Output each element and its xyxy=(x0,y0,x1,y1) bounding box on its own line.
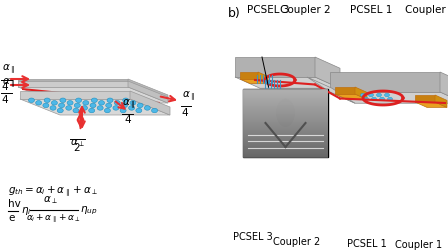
Text: Coupler 1: Coupler 1 xyxy=(395,240,442,250)
Polygon shape xyxy=(235,57,315,77)
Polygon shape xyxy=(415,102,447,107)
Polygon shape xyxy=(258,72,268,83)
Text: Coupler 2: Coupler 2 xyxy=(280,5,331,15)
Ellipse shape xyxy=(363,97,369,101)
Text: $g_{th} = \alpha_i + \alpha_\parallel + \alpha_\perp$: $g_{th} = \alpha_i + \alpha_\parallel + … xyxy=(8,184,98,200)
Polygon shape xyxy=(22,88,160,104)
Text: $\alpha_\perp$: $\alpha_\perp$ xyxy=(69,137,84,149)
Ellipse shape xyxy=(59,103,65,108)
Text: PCSEL 1: PCSEL 1 xyxy=(350,5,392,15)
Ellipse shape xyxy=(73,108,79,113)
Ellipse shape xyxy=(50,106,56,110)
Polygon shape xyxy=(440,72,448,103)
Ellipse shape xyxy=(361,93,366,97)
Ellipse shape xyxy=(114,101,120,105)
Text: $\alpha_i + \alpha_\parallel + \alpha_\perp$: $\alpha_i + \alpha_\parallel + \alpha_\p… xyxy=(26,213,82,225)
Ellipse shape xyxy=(60,98,66,103)
Ellipse shape xyxy=(369,93,374,97)
Ellipse shape xyxy=(43,103,49,108)
Ellipse shape xyxy=(376,93,382,97)
Polygon shape xyxy=(240,79,268,83)
Text: $\alpha_\perp$: $\alpha_\perp$ xyxy=(43,194,57,206)
Text: 2: 2 xyxy=(73,143,80,153)
Polygon shape xyxy=(235,77,340,88)
Ellipse shape xyxy=(120,108,126,113)
Text: $\alpha_\parallel$: $\alpha_\parallel$ xyxy=(2,77,15,91)
Ellipse shape xyxy=(276,99,294,127)
Text: PCSEL 3: PCSEL 3 xyxy=(247,5,289,15)
Ellipse shape xyxy=(57,108,63,113)
Polygon shape xyxy=(18,85,168,101)
Ellipse shape xyxy=(129,106,135,110)
Polygon shape xyxy=(435,95,447,107)
Text: 4: 4 xyxy=(125,115,131,125)
Polygon shape xyxy=(330,92,448,103)
Ellipse shape xyxy=(97,106,103,110)
Text: Coupler 2: Coupler 2 xyxy=(273,237,320,247)
Text: 4: 4 xyxy=(182,108,188,118)
Ellipse shape xyxy=(74,103,80,108)
Ellipse shape xyxy=(379,97,384,101)
Ellipse shape xyxy=(76,98,82,103)
Ellipse shape xyxy=(130,101,136,105)
Ellipse shape xyxy=(44,98,50,103)
Polygon shape xyxy=(355,87,367,99)
Text: $\eta_i$: $\eta_i$ xyxy=(21,205,31,217)
Text: 4: 4 xyxy=(2,95,9,105)
Polygon shape xyxy=(130,91,170,115)
Ellipse shape xyxy=(52,101,57,105)
Polygon shape xyxy=(315,57,340,88)
Ellipse shape xyxy=(384,93,389,97)
Ellipse shape xyxy=(123,98,129,103)
Ellipse shape xyxy=(371,97,376,101)
Polygon shape xyxy=(307,77,355,103)
Text: Coupler 1: Coupler 1 xyxy=(405,5,448,15)
Ellipse shape xyxy=(113,106,119,110)
Ellipse shape xyxy=(91,98,97,103)
Text: e: e xyxy=(8,213,14,223)
Ellipse shape xyxy=(36,101,42,105)
Ellipse shape xyxy=(89,108,95,113)
Polygon shape xyxy=(415,95,435,102)
Ellipse shape xyxy=(83,101,89,105)
Text: 4: 4 xyxy=(2,82,9,92)
Text: $\alpha_\parallel$: $\alpha_\parallel$ xyxy=(121,98,134,112)
Ellipse shape xyxy=(104,108,110,113)
Text: $\alpha_\parallel$: $\alpha_\parallel$ xyxy=(182,90,195,104)
Text: PCSEL 3: PCSEL 3 xyxy=(233,232,273,242)
Polygon shape xyxy=(335,94,367,99)
Polygon shape xyxy=(18,79,128,85)
Polygon shape xyxy=(240,72,258,79)
Ellipse shape xyxy=(29,98,34,103)
Polygon shape xyxy=(128,81,168,103)
Polygon shape xyxy=(18,87,168,103)
Polygon shape xyxy=(335,87,355,94)
Text: b): b) xyxy=(228,7,241,20)
Ellipse shape xyxy=(90,103,96,108)
Ellipse shape xyxy=(136,108,142,113)
Text: $\alpha_\parallel$: $\alpha_\parallel$ xyxy=(2,63,15,77)
Ellipse shape xyxy=(388,97,392,101)
Ellipse shape xyxy=(99,101,104,105)
Polygon shape xyxy=(18,81,128,87)
Text: PCSEL 1: PCSEL 1 xyxy=(347,239,387,249)
Ellipse shape xyxy=(106,103,112,108)
Ellipse shape xyxy=(107,98,113,103)
Text: $\eta_{up}$: $\eta_{up}$ xyxy=(80,205,98,217)
Polygon shape xyxy=(20,99,170,115)
Ellipse shape xyxy=(137,103,143,108)
Ellipse shape xyxy=(144,106,151,110)
Ellipse shape xyxy=(67,101,73,105)
Bar xyxy=(243,89,328,157)
Ellipse shape xyxy=(66,106,72,110)
Ellipse shape xyxy=(82,106,87,110)
Ellipse shape xyxy=(151,108,158,113)
Text: hv: hv xyxy=(8,199,21,209)
Ellipse shape xyxy=(121,103,127,108)
Polygon shape xyxy=(330,72,440,92)
Polygon shape xyxy=(20,91,130,99)
Polygon shape xyxy=(128,79,168,101)
